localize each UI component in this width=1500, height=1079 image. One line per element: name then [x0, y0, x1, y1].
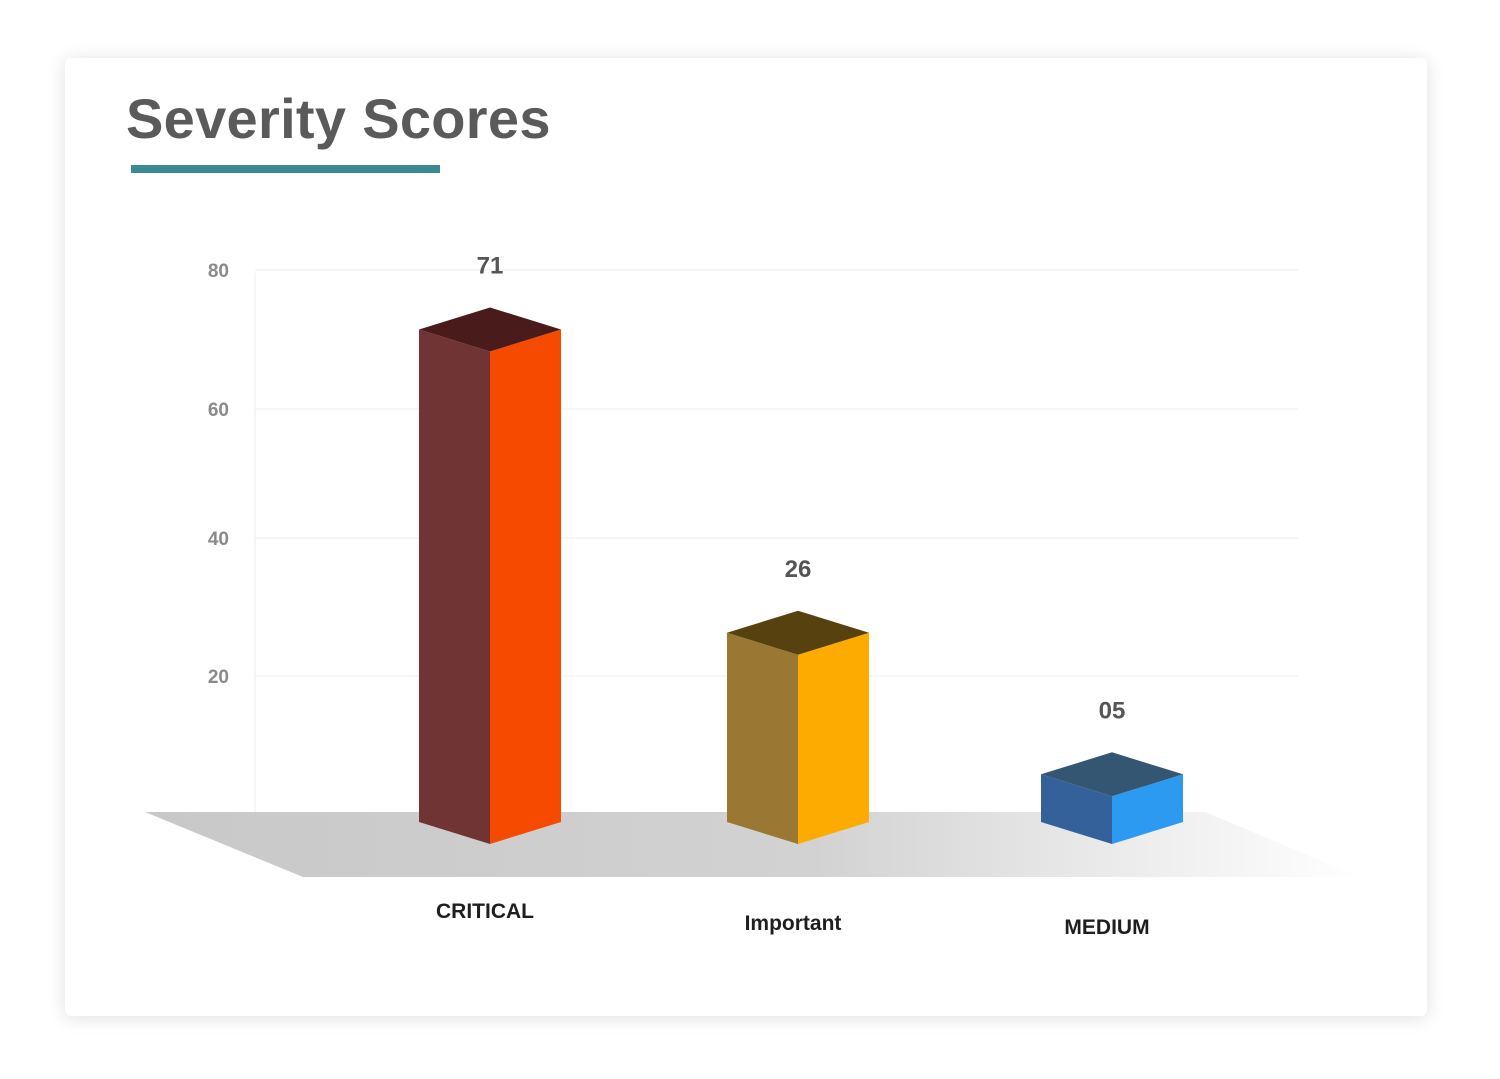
bar-top-face	[419, 307, 561, 352]
category-label-important: Important	[745, 912, 842, 935]
category-label-medium: MEDIUM	[1064, 916, 1149, 939]
bar-critical	[419, 307, 561, 845]
bar-top-face	[1041, 752, 1183, 797]
bar-side-face	[727, 632, 798, 844]
bar-side-face	[419, 329, 490, 845]
y-tick-label-60: 60	[208, 400, 229, 421]
bar-front-face	[1112, 774, 1183, 844]
bar-front-face	[798, 632, 869, 844]
bar-side-face	[1041, 774, 1112, 844]
title-underline	[131, 165, 440, 173]
value-label-critical: 71	[477, 252, 504, 279]
y-tick-label-20: 20	[208, 667, 229, 688]
bars	[419, 307, 1183, 845]
value-label-medium: 05	[1099, 697, 1126, 724]
labels: 71 CRITICAL 26 Important 05 MEDIUM	[436, 252, 1150, 939]
y-axis-ticks: 20 40 60 80	[208, 261, 229, 688]
y-tick-label-40: 40	[208, 529, 229, 550]
category-label-critical: CRITICAL	[436, 900, 534, 923]
bar-important	[727, 610, 869, 844]
bar-front-face	[490, 329, 561, 845]
value-label-important: 26	[785, 556, 812, 583]
y-tick-label-80: 80	[208, 261, 229, 282]
bar-top-face	[727, 610, 869, 655]
bar-medium	[1041, 752, 1183, 844]
chart-title: Severity Scores	[126, 87, 551, 150]
